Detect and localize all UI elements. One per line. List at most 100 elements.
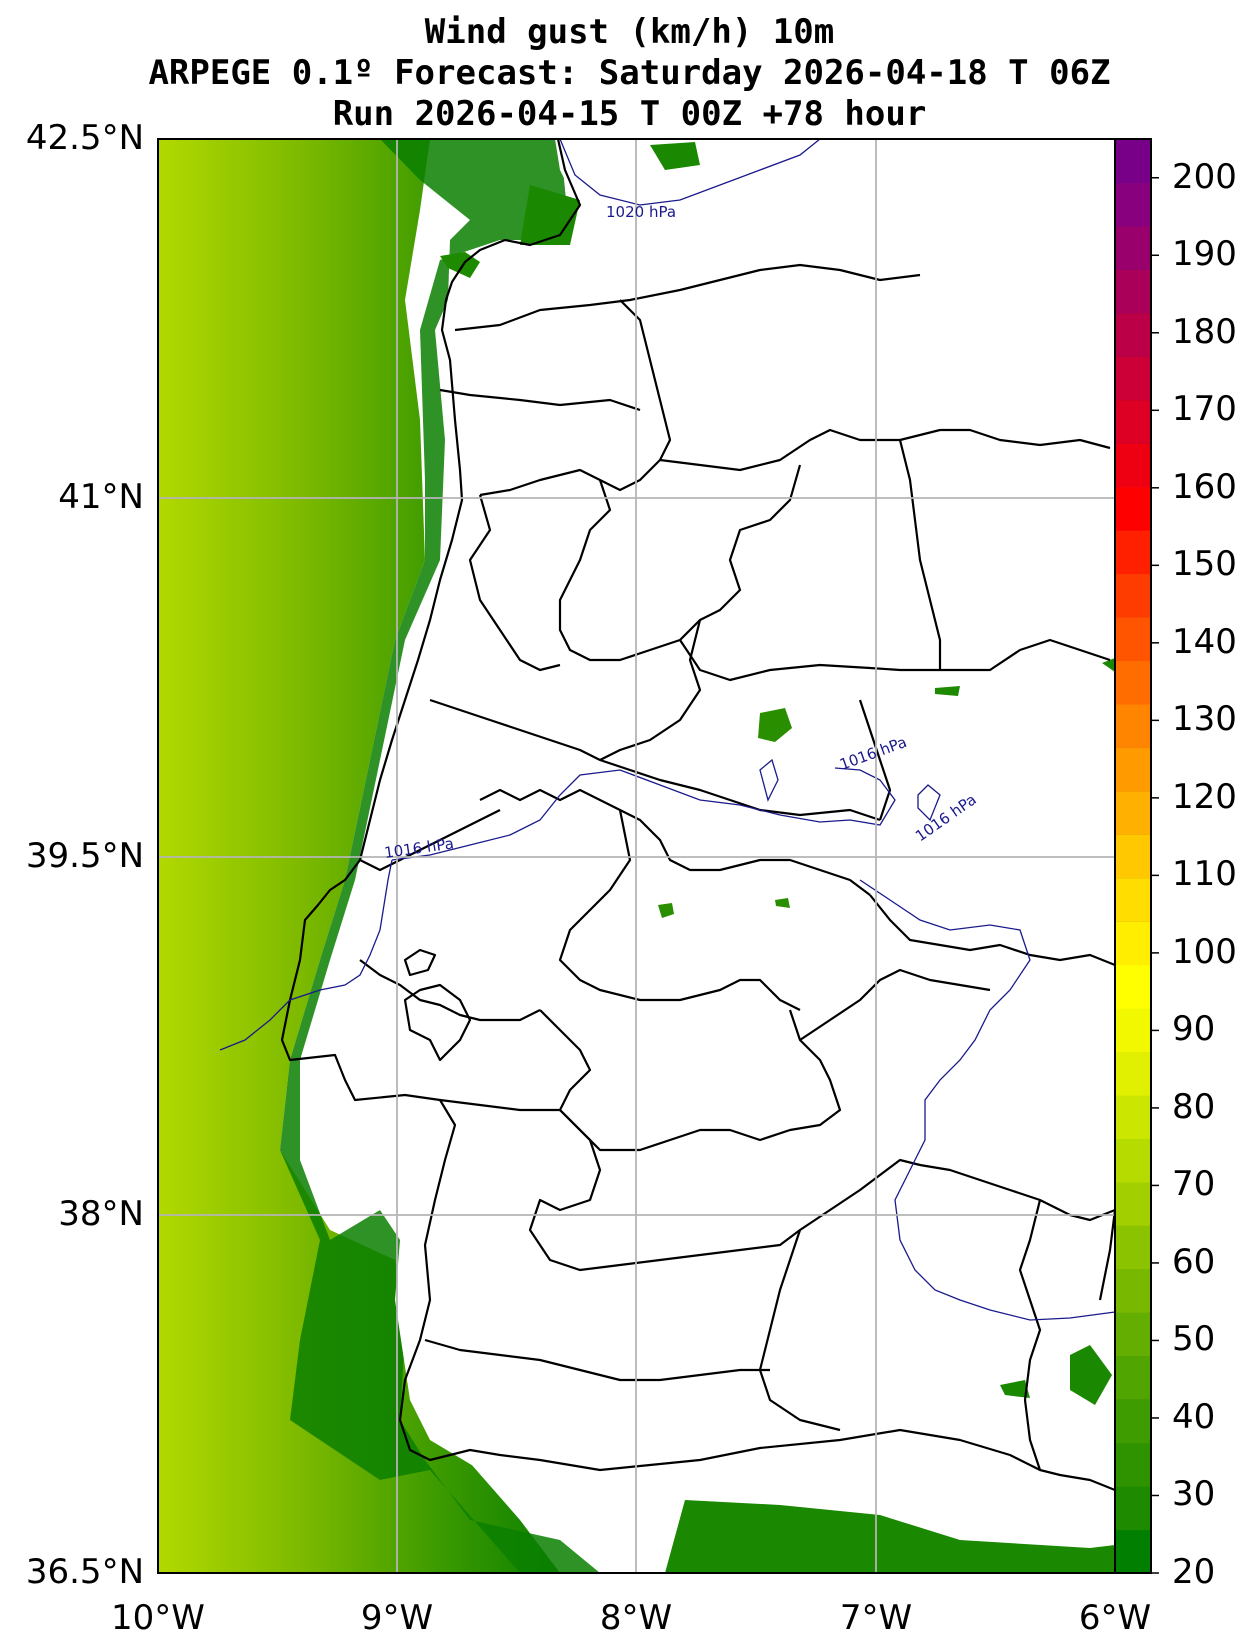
border <box>858 699 892 821</box>
border <box>1018 1199 1042 1471</box>
border <box>429 698 881 822</box>
isobar-1020 <box>559 139 821 206</box>
colorbar-tick-label: 20 <box>1172 1552 1216 1592</box>
border <box>1098 1209 1115 1301</box>
border <box>479 788 871 896</box>
isobars <box>219 139 1115 1321</box>
gust-patch <box>650 142 700 170</box>
colorbar-swatch <box>1115 703 1151 748</box>
colorbar-swatch <box>1115 617 1151 662</box>
colorbar-tick-label: 190 <box>1172 234 1237 275</box>
border <box>558 809 801 1011</box>
south-coast-gust <box>665 1500 1115 1573</box>
border <box>359 959 541 1022</box>
colorbar-tick-label: 150 <box>1172 544 1237 585</box>
colorbar-swatch <box>1115 1181 1151 1226</box>
gust-patch <box>935 686 960 696</box>
colorbar-frame <box>1114 138 1152 1574</box>
border <box>799 968 991 1041</box>
colorbar-swatch <box>1115 573 1151 618</box>
colorbar-swatch <box>1115 1225 1151 1270</box>
gust-patch <box>775 898 790 908</box>
isobar-1016-east <box>917 784 941 822</box>
colorbar-tick-label: 140 <box>1172 621 1237 662</box>
estuary <box>403 983 472 1062</box>
colorbar-swatch <box>1115 1051 1151 1096</box>
border <box>424 1338 770 1382</box>
colorbar-swatch <box>1115 1442 1151 1487</box>
border <box>539 1009 842 1152</box>
colorbar-tick-label: 60 <box>1172 1241 1216 1282</box>
colorbar-tick-label: 70 <box>1172 1164 1216 1205</box>
colorbar-swatch <box>1115 964 1151 1009</box>
lat-label-39-5n: 39.5°N <box>25 836 144 876</box>
colorbar-swatch <box>1115 312 1151 357</box>
isobar-1016-south <box>859 879 1115 1321</box>
colorbar-swatch <box>1115 660 1151 705</box>
colorbar-swatch <box>1115 182 1151 227</box>
colorbar-tick-label: 40 <box>1172 1396 1216 1437</box>
map-title-line3: Run 2026-04-15 T 00Z +78 hour <box>332 94 927 134</box>
gust-patch <box>758 708 792 742</box>
colorbar-swatch <box>1115 356 1151 401</box>
colorbar-swatch <box>1115 747 1151 792</box>
colorbar-ticks <box>1151 177 1159 1574</box>
colorbar-swatch <box>1115 1138 1151 1183</box>
colorbar-swatch <box>1115 225 1151 270</box>
lon-label-8w: 8°W <box>599 1598 673 1638</box>
border <box>599 464 802 761</box>
coastline-borders <box>280 139 1115 1492</box>
colorbar-tick-label: 130 <box>1172 699 1237 740</box>
border <box>439 388 641 412</box>
colorbar-swatch <box>1115 1355 1151 1400</box>
border <box>758 1229 841 1432</box>
isobar-label: 1020 hPa <box>606 203 676 221</box>
border <box>919 1163 1115 1222</box>
colorbar-tick-label: 50 <box>1172 1319 1216 1360</box>
border <box>659 428 1111 472</box>
gust-patch <box>520 185 580 245</box>
nearshore-band <box>280 139 600 1573</box>
colorbar-swatch <box>1115 530 1151 575</box>
colorbar-tick-label: 90 <box>1172 1009 1216 1050</box>
border <box>869 894 1115 967</box>
isobar-1016-central <box>391 767 896 861</box>
border <box>454 263 921 332</box>
border <box>439 1098 560 1112</box>
lat-label-36-5n: 36.5°N <box>25 1552 144 1592</box>
border <box>479 299 672 497</box>
gust-patch <box>1070 1345 1112 1405</box>
map-title-line2: ARPEGE 0.1º Forecast: Saturday 2026-04-1… <box>148 53 1111 93</box>
border <box>898 439 942 670</box>
border <box>528 1109 921 1272</box>
colorbar-swatch <box>1115 1095 1151 1140</box>
colorbar-swatch <box>1115 399 1151 444</box>
colorbar-swatch <box>1115 486 1151 531</box>
map-title-line1: Wind gust (km/h) 10m <box>424 12 835 52</box>
lon-label-6w: 6°W <box>1078 1598 1152 1638</box>
colorbar-tick-label: 100 <box>1172 931 1237 972</box>
colorbar-swatch <box>1115 1008 1151 1053</box>
colorbar-swatch <box>1115 443 1151 488</box>
colorbar-tick-label: 180 <box>1172 311 1237 352</box>
colorbar-tick-label: 80 <box>1172 1086 1216 1127</box>
colorbar-swatch <box>1115 877 1151 922</box>
colorbar-tick-label: 160 <box>1172 466 1237 507</box>
coastline <box>280 139 1115 1492</box>
colorbar-swatch <box>1115 1312 1151 1357</box>
colorbar-swatch <box>1115 1268 1151 1313</box>
colorbar-tick-label: 110 <box>1172 854 1237 895</box>
border <box>558 479 701 662</box>
colorbar-tick-label: 30 <box>1172 1474 1216 1515</box>
gust-patch <box>1000 1380 1030 1398</box>
colorbar-swatch <box>1115 834 1151 879</box>
border <box>679 638 1111 682</box>
gust-patch <box>658 903 674 918</box>
colorbar-swatch <box>1115 1529 1151 1574</box>
lon-label-9w: 9°W <box>360 1598 434 1638</box>
border <box>468 494 561 672</box>
lon-label-10w: 10°W <box>111 1598 205 1638</box>
isobar-1016-loop <box>759 758 779 802</box>
colorbar-swatch <box>1115 1399 1151 1444</box>
